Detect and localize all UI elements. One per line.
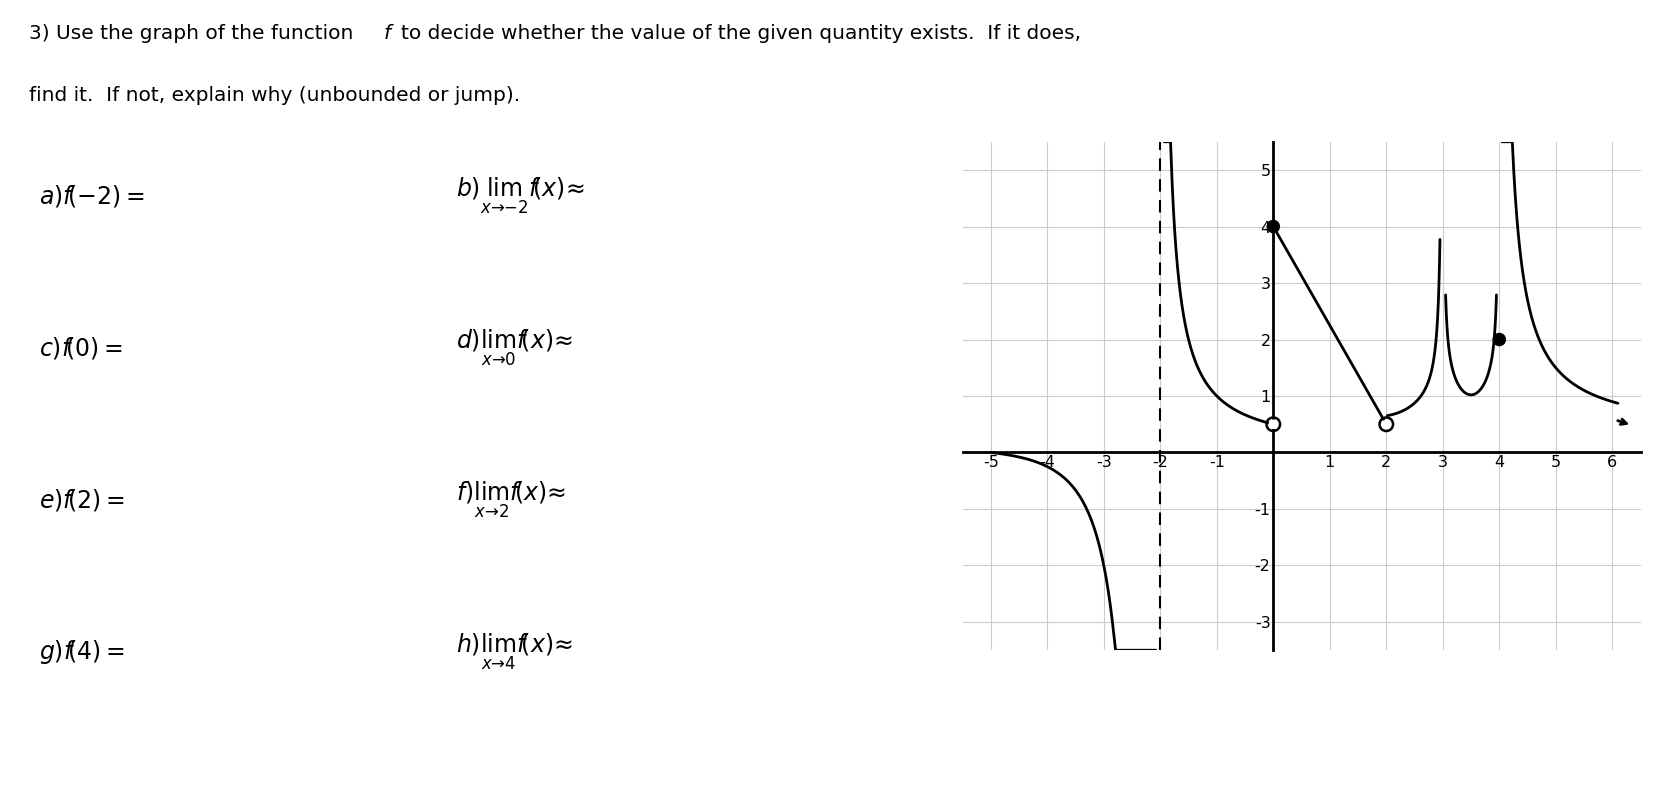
Text: $a)f\!\left(-2\right)=$: $a)f\!\left(-2\right)=$ <box>38 183 144 209</box>
Text: f: f <box>383 24 390 43</box>
Text: $f)\lim_{x\to 2} f\!\left(x\right)\approx$: $f)\lim_{x\to 2} f\!\left(x\right)\appro… <box>457 480 565 520</box>
Text: $h)\lim_{x\to 4} f\!\left(x\right)\approx$: $h)\lim_{x\to 4} f\!\left(x\right)\appro… <box>457 632 572 672</box>
Circle shape <box>1492 333 1506 346</box>
Circle shape <box>1268 419 1276 429</box>
Text: $b)\lim_{x\to -2} f\!\left(x\right)\approx$: $b)\lim_{x\to -2} f\!\left(x\right)\appr… <box>457 176 584 216</box>
Circle shape <box>1266 220 1280 234</box>
Circle shape <box>1380 419 1390 429</box>
Text: $e)f\!\left(2\right)=$: $e)f\!\left(2\right)=$ <box>38 487 124 513</box>
Text: $g)f\!\left(4\right)=$: $g)f\!\left(4\right)=$ <box>38 638 125 666</box>
Text: to decide whether the value of the given quantity exists.  If it does,: to decide whether the value of the given… <box>402 24 1081 43</box>
Text: find it.  If not, explain why (unbounded or jump).: find it. If not, explain why (unbounded … <box>28 86 520 105</box>
Text: $d)\lim_{x\to 0} f\!\left(x\right)\approx$: $d)\lim_{x\to 0} f\!\left(x\right)\appro… <box>457 328 572 368</box>
Text: $c)f\!\left(0\right)=$: $c)f\!\left(0\right)=$ <box>38 335 122 361</box>
Text: 3) Use the graph of the function: 3) Use the graph of the function <box>28 24 353 43</box>
